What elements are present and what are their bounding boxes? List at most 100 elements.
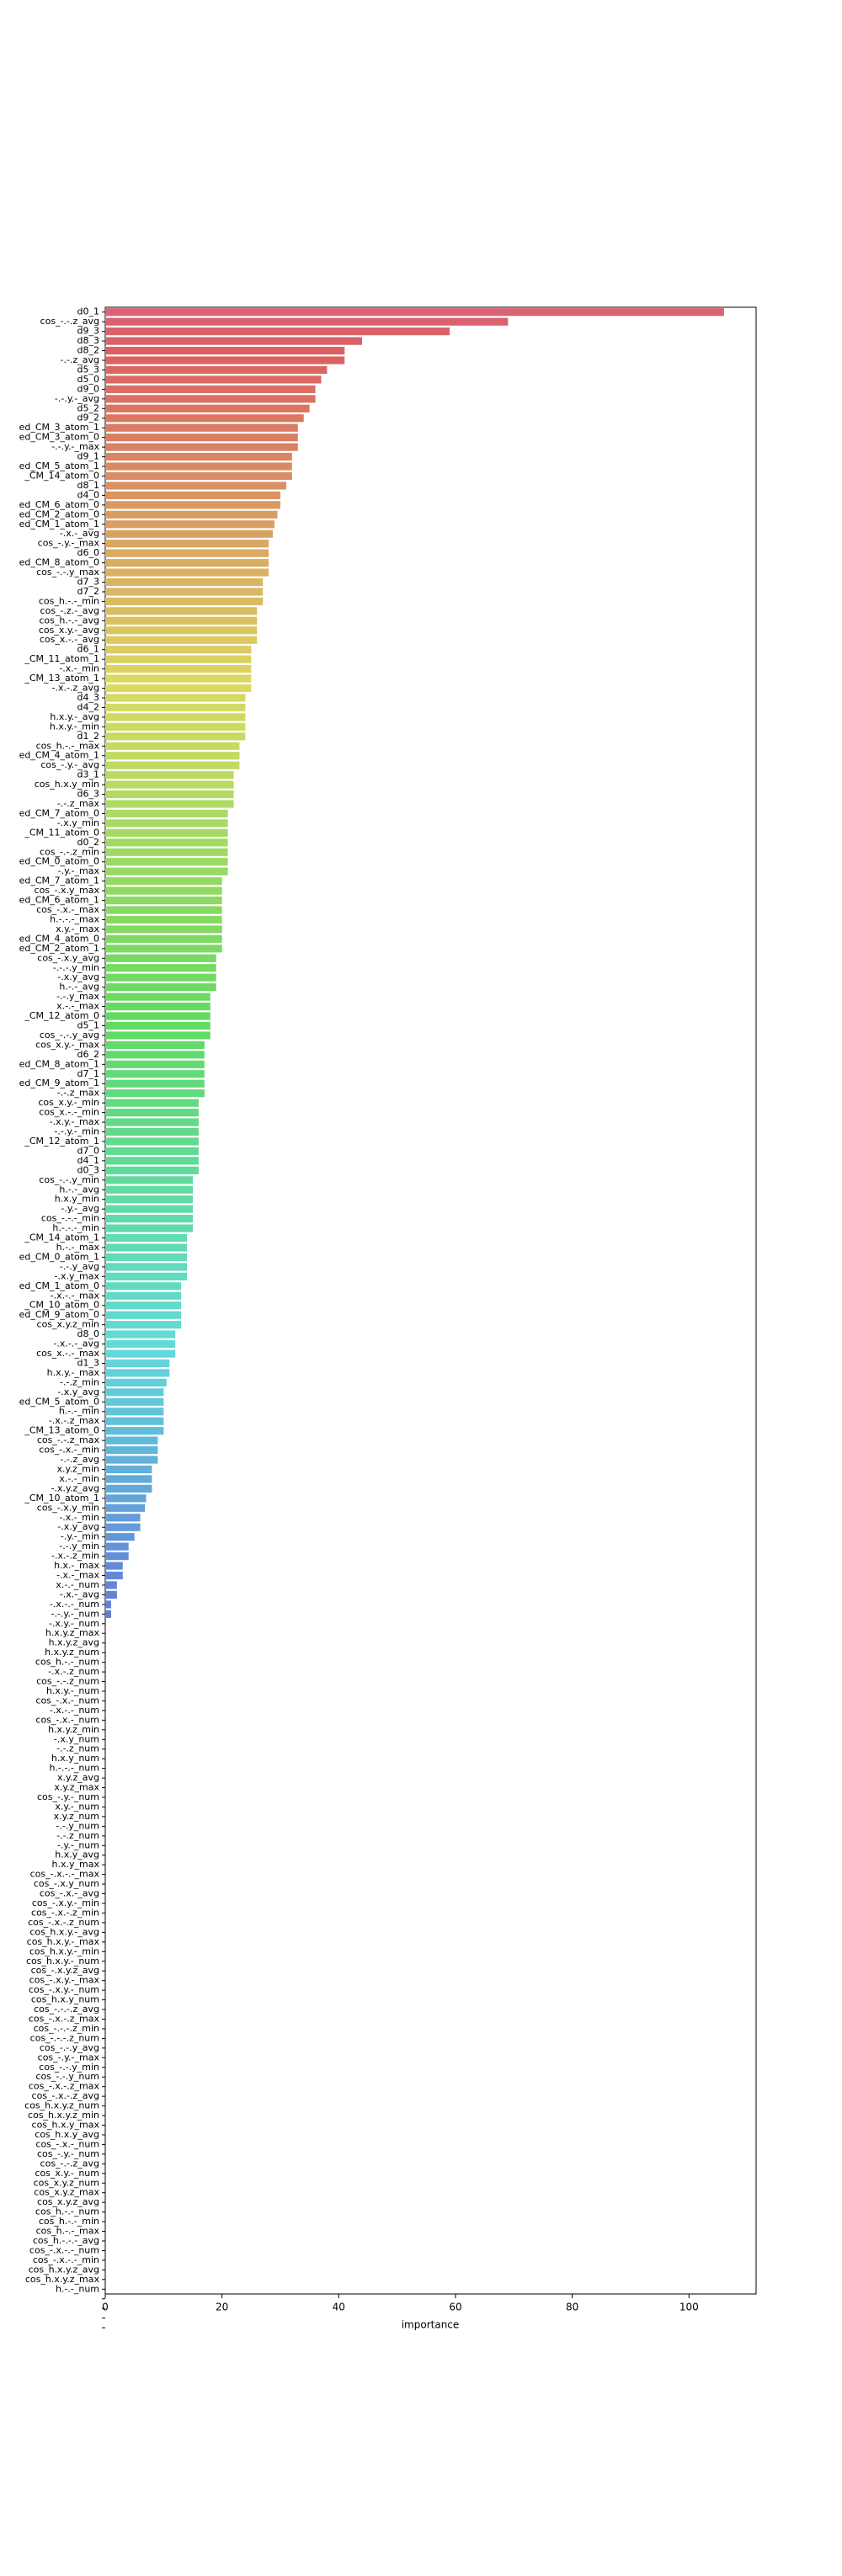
y-tick-label: cos_-.y.-_num [37,1791,99,1802]
y-tick-label: cos_h.-.-_max [36,740,100,751]
bar [105,317,509,326]
y-tick-label: ed_CM_5_atom_0 [19,1396,99,1407]
bar [105,1243,188,1252]
bar [105,1397,164,1406]
bar [105,1137,199,1146]
y-tick-label: h.x.y.-_num [46,1685,99,1696]
y-tick-label: -.x.-_avg [60,1589,99,1599]
x-axis-label: importance [402,2319,460,2331]
y-tick-label: _CM_14_atom_0 [24,470,99,481]
y-tick-label: h.x.y.-_min [50,721,99,732]
y-tick-label: ed_CM_9_atom_1 [19,1078,99,1088]
y-tick-label: cos_-.x.-_num [35,2138,99,2149]
y-tick-label: d4_0 [77,489,99,500]
y-tick-label: ed_CM_2_atom_1 [19,943,99,954]
y-tick-label: h.x.y_num [51,1753,99,1764]
bar [105,780,234,789]
y-tick-label: d6_0 [77,547,99,558]
y-tick-label: -.y.-_min [61,1531,99,1542]
y-tick-label: cos_h.-.-.-_avg [33,2235,99,2246]
y-tick-label: h.x.y_min [55,1194,99,1205]
y-tick-label: cos_x.y.-_num [35,2168,99,2179]
bar [105,365,328,375]
y-tick-label: -.x.-.-_max [51,1290,100,1301]
bar [105,742,240,750]
y-tick-label: -.-.y.-_avg [55,393,99,404]
y-tick-label: ed_CM_8_atom_0 [19,557,99,568]
bar [105,491,280,499]
bar [105,1224,193,1232]
bar [105,1600,111,1609]
y-tick-label: cos_x.-.-_max [36,1348,99,1359]
y-tick-label: ed_CM_3_atom_1 [19,422,99,433]
bar [105,443,298,451]
y-tick-label: ed_CM_9_atom_0 [19,1309,99,1320]
bar [105,1041,205,1049]
y-tick-label: x.y.z_min [57,1463,99,1474]
bar [105,423,298,432]
y-tick-label: -.x.y_avg [57,1521,99,1532]
bar [105,790,234,799]
y-tick-label: cos_-.x.-.z_max [29,2081,100,2092]
y-tick-label: cos_-.y.-_avg [40,759,99,770]
y-tick-label: cos_-.-.-.z_min [34,2023,99,2034]
y-tick-label: ed_CM_7_atom_0 [19,807,99,818]
bar [105,732,246,741]
y-tick-label: d5_3 [77,364,99,375]
bar [105,1185,193,1194]
bar [105,1051,205,1059]
bar [105,1610,111,1618]
y-tick-label: _CM_10_atom_1 [24,1493,99,1504]
bar [105,896,222,905]
bar [105,1590,117,1599]
y-tick-label: -.x.y.z_avg [51,1482,99,1493]
y-tick-label: -.-.z_min [60,1376,99,1387]
y-tick-label: h.-.-_max [56,1242,100,1253]
y-tick-label: cos_-.x.-.-_min [33,2254,99,2265]
bar [105,1388,164,1397]
y-tick-label: cos_x.y.z_max [34,2187,99,2198]
y-tick-label: _CM_12_atom_1 [24,1136,99,1147]
bar [105,1166,199,1174]
bar [105,1272,188,1280]
y-tick-label: cos_-.x.-.z_avg [32,2090,99,2101]
y-tick-label: cos_-.x.-.-_num [29,2244,99,2255]
y-tick-label: -.-.z_max [57,1088,100,1099]
bar [105,858,228,866]
bar [105,616,258,625]
y-tick-label: ed_CM_4_atom_0 [19,933,99,944]
y-tick-label: cos_-.x.-.z_min [31,1907,99,1918]
y-tick-label: h.-.-.-_num [49,1763,99,1774]
bar [105,1542,129,1551]
y-tick-label: d1_3 [77,1357,99,1368]
bar [105,452,292,461]
y-tick-label: d5_0 [77,374,99,385]
bar [105,703,246,712]
y-tick-label: cos_-.x.y_max [35,885,100,896]
y-tick-label: cos_h.-.-_min [39,595,99,606]
y-tick-label: cos_x.y.z_num [34,2177,99,2188]
y-tick-label: cos_-.-.y_avg [40,2042,99,2053]
y-tick-label: x.y.z_num [54,1811,99,1822]
y-tick-label: -.x.-.z_min [51,1551,99,1562]
y-tick-label: ed_CM_0_atom_0 [19,856,99,867]
bar [105,568,269,577]
bar [105,1504,146,1512]
y-tick-label: ed_CM_8_atom_1 [19,1058,99,1069]
bar [105,684,252,693]
y-tick-label: cos_h.x.y.-_num [26,1956,99,1967]
bar [105,828,228,837]
bar [105,530,273,538]
bar [105,1070,205,1078]
y-tick-label: cos_-.z.-_avg [40,605,99,616]
y-tick-label: -.x.-_min [59,1512,99,1523]
bar [105,385,316,393]
y-tick-label: -.-.y_max [56,991,99,1002]
bar [105,752,240,760]
y-tick-label: -.x.y_avg [57,1386,99,1397]
bar [105,771,234,780]
y-tick-label: d9_1 [77,451,99,462]
y-tick-label: cos_x.y.-_max [35,1039,99,1050]
y-tick-label: cos_-.x.y_num [34,1878,99,1889]
